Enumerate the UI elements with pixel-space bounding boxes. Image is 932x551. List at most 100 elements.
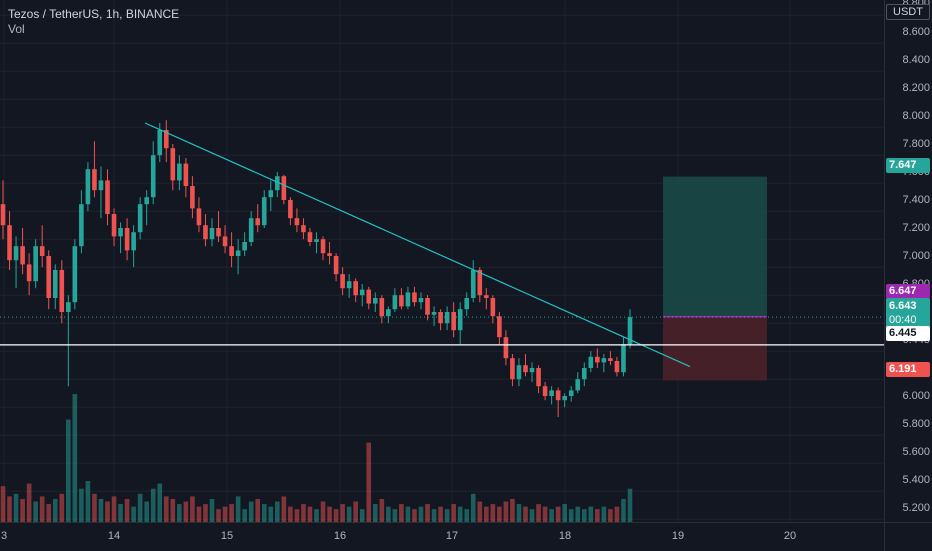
price-tick-label: 5.200 — [902, 502, 930, 514]
drawing-lines — [0, 122, 884, 368]
volume-bar — [131, 506, 136, 522]
volume-bar — [529, 509, 535, 522]
candle-body — [59, 270, 65, 312]
volume-bar — [255, 498, 261, 522]
candle-body — [477, 270, 483, 296]
scale-corner — [884, 522, 932, 551]
volume-bar — [608, 509, 613, 522]
chart-canvas[interactable]: Tezos / TetherUS, 1h, BINANCE Vol — [0, 0, 884, 522]
time-tick-label: 20 — [783, 530, 797, 542]
price-tick-label: 7.800 — [902, 138, 930, 150]
volume-bar — [431, 509, 437, 522]
candle-body — [523, 365, 528, 373]
candle-body — [203, 225, 208, 240]
candle-body — [595, 356, 600, 363]
time-scale[interactable]: 3 14 15 16 17 18 19 20 — [0, 522, 884, 551]
price-chart[interactable] — [0, 0, 884, 522]
candle-body — [216, 228, 221, 237]
time-tick-label: 15 — [220, 530, 234, 542]
volume-bar — [46, 504, 52, 522]
volume-bar — [242, 509, 247, 522]
candle-body — [33, 246, 38, 282]
candle-countdown: 00:40 — [889, 314, 917, 326]
volume-bar — [392, 509, 398, 522]
volume-bar — [444, 509, 450, 522]
volume-bar — [510, 498, 515, 522]
candle-body — [444, 312, 450, 324]
candle-body — [392, 295, 398, 310]
entry-price-badge: 6.647 — [886, 284, 930, 299]
candle-body — [177, 163, 182, 181]
candle-body — [157, 130, 163, 156]
candle-body — [222, 236, 228, 247]
candle-body — [242, 242, 247, 251]
candle-body — [470, 270, 476, 298]
volume-bar — [268, 506, 274, 522]
candle-body — [79, 204, 84, 247]
price-tick-label: 8.600 — [902, 26, 930, 38]
volume-bar — [484, 506, 489, 522]
volume-bar — [137, 493, 143, 522]
volume-bar — [150, 488, 156, 522]
candle-body — [0, 204, 6, 226]
candle-body — [614, 361, 620, 373]
volume-bar — [190, 496, 195, 522]
symbol-title[interactable]: Tezos / TetherUS, 1h, BINANCE — [8, 7, 180, 21]
candle-body — [608, 358, 613, 361]
volume-bar — [497, 506, 502, 522]
currency-label[interactable]: USDT — [886, 4, 930, 20]
volume-bar — [294, 509, 300, 522]
volume-bar — [33, 501, 38, 522]
volume-bar — [163, 496, 169, 522]
volume-bar — [124, 498, 130, 522]
candle-body — [386, 309, 391, 317]
volume-bar — [177, 504, 182, 522]
volume-bar — [170, 498, 176, 522]
candle-body — [562, 396, 567, 401]
candle-body — [366, 289, 372, 304]
candle-body — [137, 204, 143, 233]
price-scale[interactable]: 8.8008.6008.4008.2008.0007.8007.6007.400… — [884, 0, 932, 522]
volume-indicator-label[interactable]: Vol — [8, 22, 25, 36]
long-position-tool — [663, 176, 767, 381]
volume-bar — [118, 504, 123, 522]
volume-bar — [372, 504, 378, 522]
target-price-badge: 7.647 — [886, 158, 930, 173]
volume-bar — [470, 493, 476, 522]
candle-body — [399, 295, 404, 307]
candle-body — [209, 228, 215, 240]
horizontal-line-badge: 6.445 — [886, 326, 930, 341]
candle-body — [13, 246, 19, 261]
candle-body — [412, 292, 417, 303]
candle-body — [46, 256, 52, 298]
candle-body — [183, 163, 189, 186]
volume-bar — [288, 506, 293, 522]
volume-bar — [549, 509, 554, 522]
candle-body — [353, 281, 358, 296]
candle-body — [346, 281, 352, 289]
volume-bar — [503, 501, 509, 522]
volume-bar — [98, 498, 104, 522]
last-price-value: 6.643 — [889, 300, 917, 312]
candle-body — [542, 386, 548, 396]
candle-body — [39, 246, 45, 256]
candle-body — [235, 250, 241, 256]
time-tick-label: 17 — [445, 530, 459, 542]
candle-body — [588, 356, 594, 368]
candle-body — [536, 368, 541, 387]
candle-body — [418, 298, 424, 303]
price-tick-label: 7.400 — [902, 194, 930, 206]
candle-body — [457, 309, 463, 331]
volume-bar — [59, 493, 65, 522]
volume-bar — [359, 509, 365, 522]
volume-bar — [542, 506, 548, 522]
candle-body — [425, 298, 430, 315]
candle-body — [464, 298, 470, 310]
candle-body — [261, 197, 267, 226]
volume-bar — [144, 501, 149, 522]
volume-bar — [412, 509, 417, 522]
volume-bar — [209, 498, 215, 522]
volume-bar — [183, 501, 189, 522]
candle-body — [568, 390, 574, 396]
candle-body — [275, 176, 280, 191]
